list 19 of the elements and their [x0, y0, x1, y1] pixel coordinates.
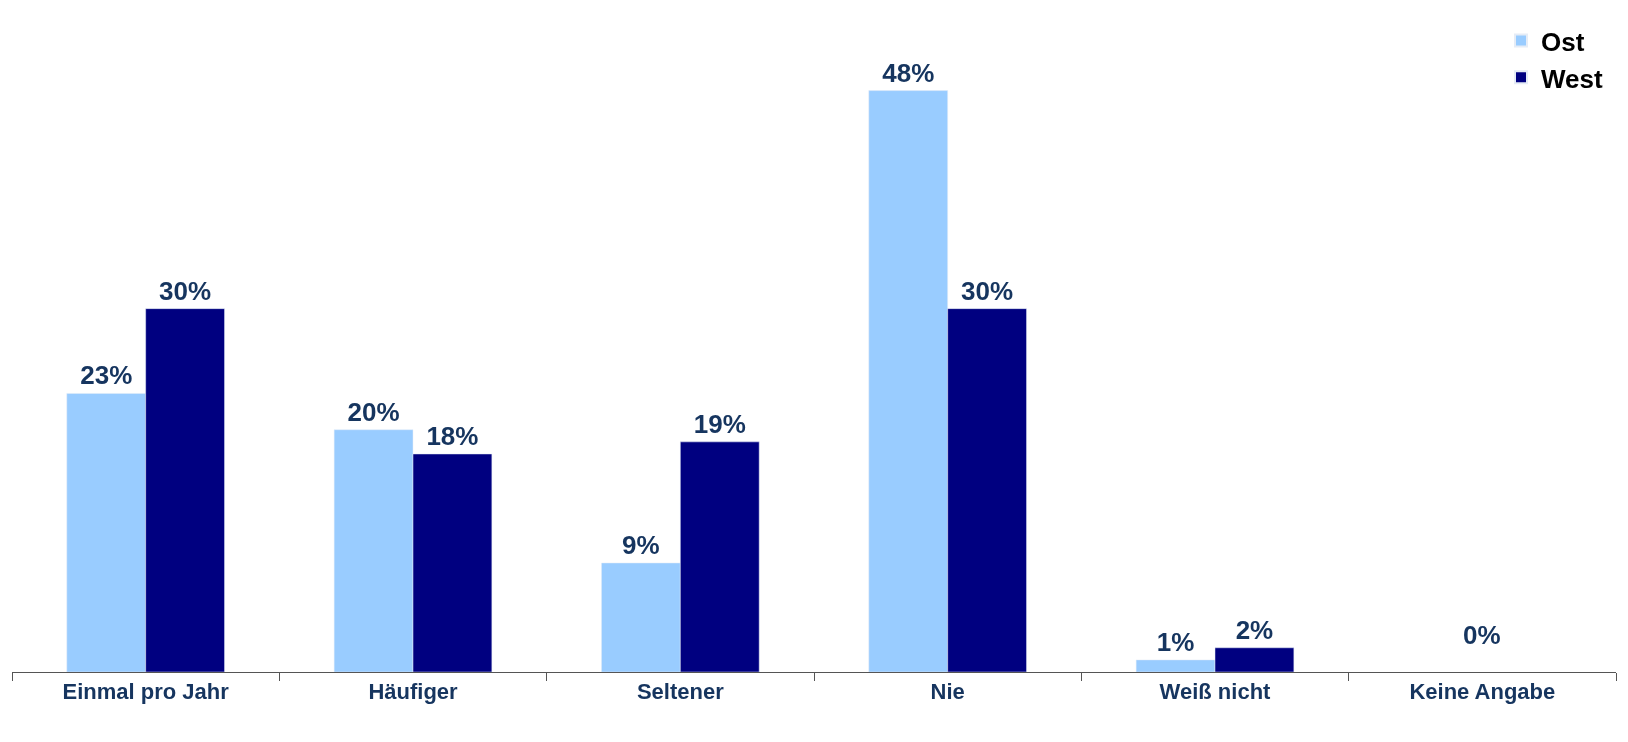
x-tick-label: Nie	[930, 679, 965, 705]
x-tick-label: Keine Angabe	[1409, 679, 1556, 705]
data-label: 23%	[80, 360, 133, 391]
x-tick-label: Häufiger	[368, 679, 459, 705]
data-label: 9%	[622, 529, 660, 560]
legend-label: West	[1540, 63, 1603, 94]
x-tick-label: Seltener	[636, 679, 725, 705]
data-label: 30%	[961, 275, 1014, 306]
x-tick-label: Weiß nicht	[1159, 679, 1272, 705]
data-label: 20%	[347, 396, 400, 427]
data-label: 1%	[1156, 626, 1195, 657]
annotation: 0%	[1463, 620, 1501, 650]
data-label: 30%	[159, 275, 212, 306]
data-label: 19%	[693, 408, 746, 439]
x-tick-label: Einmal pro Jahr	[62, 679, 230, 705]
legend-label: Ost	[1540, 26, 1585, 57]
data-label: 18%	[426, 420, 479, 451]
data-label: 48%	[882, 57, 935, 88]
data-label: 2%	[1235, 614, 1274, 645]
